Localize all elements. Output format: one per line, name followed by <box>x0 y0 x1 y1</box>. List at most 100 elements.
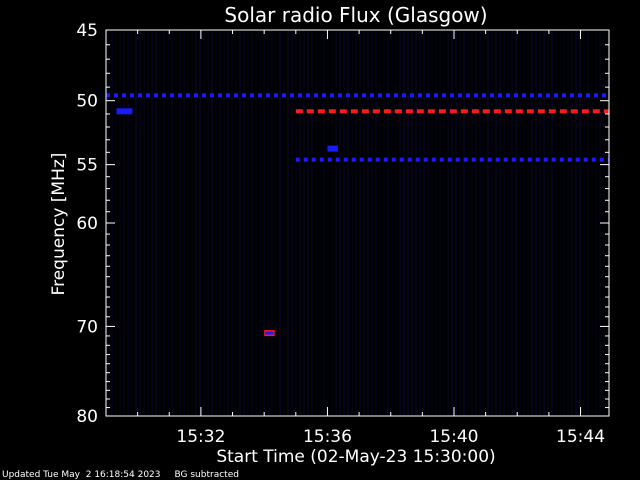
noise-column <box>527 31 529 415</box>
feature-segment <box>482 109 490 114</box>
feature-segment <box>522 93 526 98</box>
y-tick-label: 80 <box>76 407 98 427</box>
feature-1 <box>116 108 133 115</box>
noise-column <box>287 31 289 415</box>
noise-column <box>515 31 517 415</box>
noise-column <box>171 31 173 415</box>
noise-column <box>551 31 553 415</box>
feature-segment <box>351 157 356 162</box>
noise-column <box>567 31 569 415</box>
noise-column <box>127 31 129 415</box>
feature-segment <box>602 93 606 98</box>
noise-column <box>519 31 521 415</box>
feature-segment <box>362 93 366 98</box>
feature-segment <box>186 93 190 98</box>
feature-segment <box>375 157 380 162</box>
noise-column <box>195 31 197 415</box>
feature-segment <box>346 93 350 98</box>
noise-column <box>483 31 485 415</box>
feature-segment <box>514 93 518 98</box>
noise-column <box>387 31 389 415</box>
feature-segment <box>383 109 391 114</box>
feature-segment <box>575 157 580 162</box>
feature-segment <box>391 157 396 162</box>
noise-column <box>203 31 205 415</box>
feature-segment <box>405 109 413 114</box>
noise-column <box>559 31 561 415</box>
feature-segment <box>570 109 578 114</box>
noise-column <box>507 31 509 415</box>
noise-column <box>303 31 305 415</box>
feature-segment <box>303 157 308 162</box>
feature-segment <box>519 157 524 162</box>
noise-column <box>187 31 189 415</box>
noise-column <box>227 31 229 415</box>
feature-segment <box>399 157 404 162</box>
noise-column <box>495 31 497 415</box>
noise-column <box>311 31 313 415</box>
feature-4 <box>327 145 338 152</box>
noise-column <box>167 31 169 415</box>
feature-segment <box>311 157 316 162</box>
noise-column <box>595 31 597 415</box>
feature-segment <box>586 93 590 98</box>
noise-column <box>575 31 577 415</box>
noise-column <box>411 31 413 415</box>
noise-column <box>571 31 573 415</box>
feature-segment <box>450 93 454 98</box>
feature-segment <box>306 109 314 114</box>
noise-column <box>359 31 361 415</box>
feature-segment <box>439 157 444 162</box>
feature-segment <box>431 157 436 162</box>
noise-column <box>255 31 257 415</box>
noise-column <box>135 31 137 415</box>
feature-segment <box>559 157 564 162</box>
noise-column <box>115 31 117 415</box>
noise-column <box>403 31 405 415</box>
noise-column <box>563 31 565 415</box>
y-tick-label: 45 <box>76 21 98 41</box>
noise-column <box>355 31 357 415</box>
noise-column <box>131 31 133 415</box>
feature-segment <box>338 93 342 98</box>
noise-column <box>223 31 225 415</box>
feature-segment <box>495 157 500 162</box>
feature-segment <box>466 93 470 98</box>
feature-segment <box>234 93 238 98</box>
noise-column <box>139 31 141 415</box>
noise-column <box>219 31 221 415</box>
feature-segment <box>458 93 462 98</box>
feature-segment <box>194 93 198 98</box>
feature-segment <box>394 109 402 114</box>
noise-column <box>327 31 329 415</box>
feature-segment <box>479 157 484 162</box>
feature-segment <box>407 157 412 162</box>
noise-column <box>231 31 233 415</box>
feature-segment <box>378 93 382 98</box>
feature-segment <box>130 93 134 98</box>
feature-segment <box>416 109 424 114</box>
y-tick-label: 50 <box>76 92 98 112</box>
feature-segment <box>114 93 118 98</box>
feature-segment <box>250 93 254 98</box>
noise-column <box>371 31 373 415</box>
feature-blob <box>327 145 338 152</box>
feature-segment <box>383 157 388 162</box>
y-tick-label: 60 <box>76 214 98 234</box>
feature-segment <box>170 93 174 98</box>
feature-segment <box>370 93 374 98</box>
feature-segment <box>503 157 508 162</box>
noise-column <box>343 31 345 415</box>
feature-segment <box>570 93 574 98</box>
x-tick-label: 15:36 <box>303 427 352 447</box>
feature-segment <box>546 93 550 98</box>
footer: Updated Tue May 2 16:18:54 2023 BG subtra… <box>2 470 253 480</box>
noise-column <box>523 31 525 415</box>
feature-segment <box>298 93 302 98</box>
y-tick-label: 70 <box>76 317 98 337</box>
x-tick-label: 15:32 <box>176 427 225 447</box>
x-axis: 15:32 15:36 15:40 15:44 <box>137 30 605 447</box>
noise-column <box>543 31 545 415</box>
feature-segment <box>427 109 435 114</box>
feature-segment <box>335 157 340 162</box>
